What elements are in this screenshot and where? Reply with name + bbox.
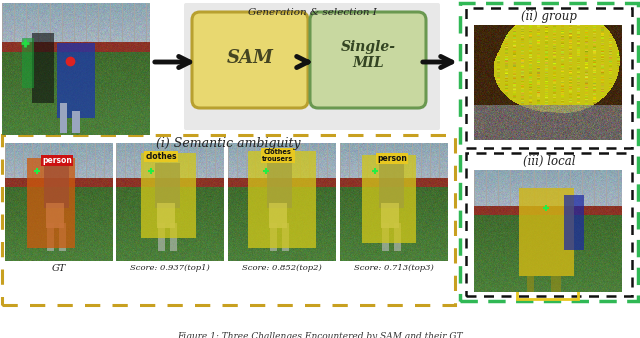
Bar (240, 148, 324, 254)
FancyBboxPatch shape (184, 3, 440, 130)
Text: Single-
MIL: Single- MIL (340, 40, 396, 70)
Text: Figure 1: Three Challenges Encountered by SAM and their GT: Figure 1: Three Challenges Encountered b… (177, 332, 463, 338)
Text: (iii) local: (iii) local (523, 155, 575, 168)
Text: Score: 0.937(top1): Score: 0.937(top1) (130, 264, 210, 272)
Text: (i) Semantic ambiguity: (i) Semantic ambiguity (156, 137, 300, 150)
Bar (466, 153, 632, 296)
Text: (ii) group: (ii) group (521, 10, 577, 23)
Text: Score: 0.713(top3): Score: 0.713(top3) (354, 264, 434, 272)
Text: Generation & selection I: Generation & selection I (248, 8, 376, 17)
Text: SAM: SAM (227, 49, 273, 67)
Bar (460, 3, 638, 301)
Bar (466, 8, 632, 148)
Text: Score: 0.852(top2): Score: 0.852(top2) (242, 264, 322, 272)
Text: clothes: clothes (145, 152, 177, 161)
Bar (134, 151, 206, 248)
Text: GT: GT (52, 264, 66, 273)
FancyBboxPatch shape (192, 12, 308, 108)
Text: person: person (377, 154, 407, 163)
FancyBboxPatch shape (310, 12, 426, 108)
Bar (478, 30, 616, 135)
Bar (2, 135, 455, 305)
Bar (355, 153, 429, 249)
Text: Clothes
trousers: Clothes trousers (262, 149, 294, 162)
Bar (517, 186, 578, 299)
Text: person: person (42, 156, 72, 165)
Bar (20, 155, 92, 252)
